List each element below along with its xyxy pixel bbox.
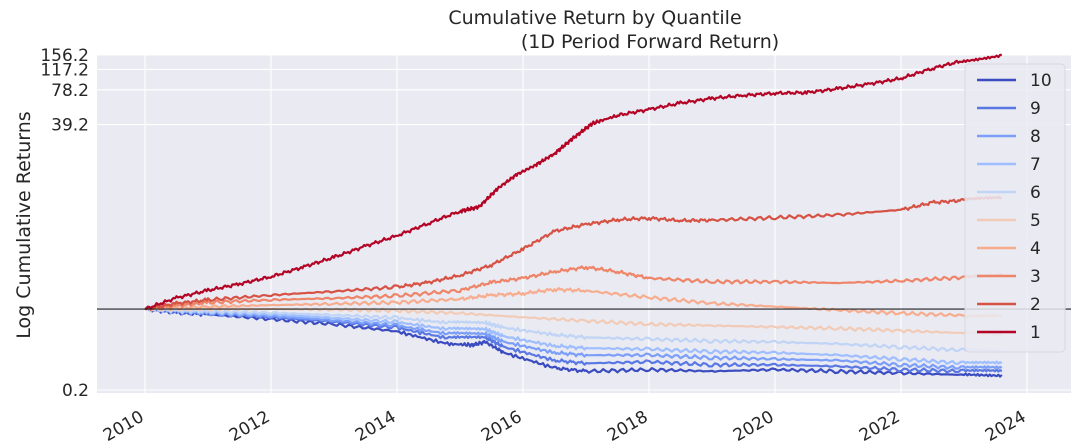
legend-label: 10 bbox=[1030, 71, 1052, 91]
legend-label: 6 bbox=[1030, 183, 1041, 203]
y-tick-label: 78.2 bbox=[51, 81, 89, 101]
series-line-1 bbox=[144, 53, 1002, 310]
x-tick-label: 2010 bbox=[100, 407, 147, 446]
series-line-4 bbox=[144, 287, 1003, 318]
y-tick-label: 156.2 bbox=[40, 46, 89, 66]
legend-label: 7 bbox=[1030, 155, 1041, 175]
x-tick-label: 2016 bbox=[478, 407, 525, 446]
legend-label: 3 bbox=[1030, 267, 1041, 287]
chart-subtitle: (1D Period Forward Return) bbox=[521, 31, 779, 53]
legend-label: 1 bbox=[1030, 323, 1041, 343]
y-tick-label: 0.2 bbox=[62, 381, 89, 401]
legend-label: 2 bbox=[1030, 295, 1041, 315]
y-tick-label: 117.2 bbox=[40, 60, 89, 80]
legend: 10 9 8 7 6 5 4 3 2 1 bbox=[964, 63, 1066, 353]
legend-label: 9 bbox=[1030, 99, 1041, 119]
series-line-8 bbox=[144, 306, 1003, 370]
series-line-7 bbox=[144, 306, 1003, 365]
y-tick-label: 39.2 bbox=[51, 116, 89, 136]
x-tick-label: 2018 bbox=[604, 407, 651, 446]
x-tick-label: 2022 bbox=[856, 407, 903, 446]
legend-label: 5 bbox=[1030, 211, 1041, 231]
x-tick-labels: 2010 2012 2014 2016 2018 2020 2022 2024 bbox=[100, 407, 1029, 446]
series-line-2 bbox=[144, 195, 1003, 311]
x-tick-label: 2012 bbox=[226, 407, 273, 446]
x-tick-label: 2024 bbox=[982, 407, 1029, 446]
x-tick-label: 2020 bbox=[730, 407, 777, 446]
y-axis-label: Log Cumulative Returns bbox=[13, 111, 35, 338]
x-tick-label: 2014 bbox=[352, 407, 399, 446]
series-line-3 bbox=[144, 265, 1002, 311]
series-line-6 bbox=[144, 306, 1003, 353]
grid bbox=[97, 54, 1071, 393]
chart-title: Cumulative Return by Quantile bbox=[448, 7, 741, 29]
legend-label: 4 bbox=[1030, 239, 1041, 259]
legend-label: 8 bbox=[1030, 127, 1041, 147]
